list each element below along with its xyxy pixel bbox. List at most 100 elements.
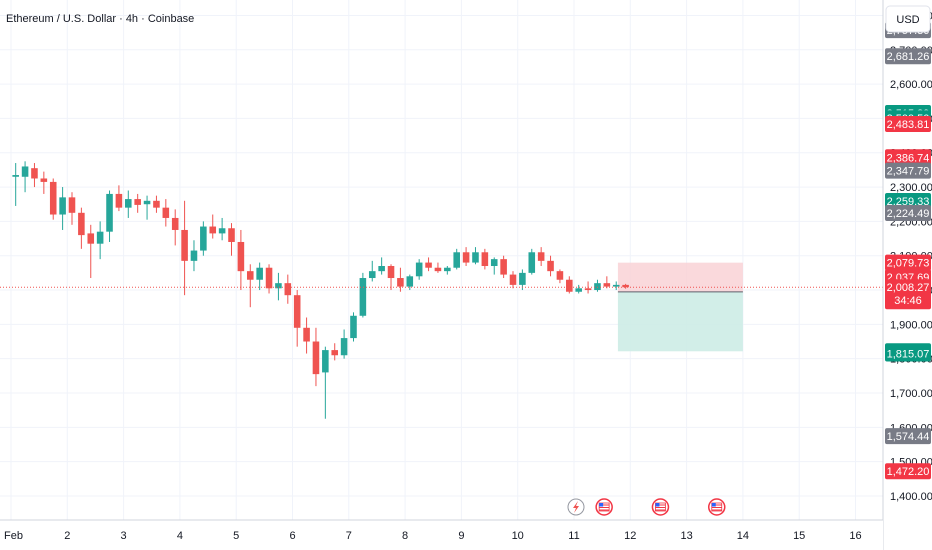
- candle-body: [340, 338, 348, 356]
- candle-body: [153, 200, 160, 208]
- currency-button-frame: [885, 5, 931, 33]
- candle-body: [31, 168, 38, 179]
- price-tag-bg: [885, 345, 931, 362]
- price-tag: 1,574.44: [885, 428, 931, 445]
- candle-body: [547, 260, 554, 272]
- candle-body: [59, 197, 66, 215]
- price-tick-label: 2,300.00: [890, 182, 932, 194]
- currency-button-label: USD: [896, 14, 919, 26]
- time-tick-label: 3: [121, 530, 127, 542]
- candle-body: [209, 226, 217, 234]
- price-tag: 1,472.20: [885, 463, 931, 480]
- candle-body: [21, 166, 29, 177]
- candle-body: [256, 267, 263, 280]
- price-tag-label: 1,815.07: [887, 349, 930, 361]
- price-tag-bg: [885, 428, 931, 445]
- candle-body: [509, 274, 517, 285]
- us-flag-icon: [651, 498, 670, 516]
- price-tag: 2,681.26: [885, 48, 931, 65]
- us-flag-icon: [708, 498, 726, 516]
- candle-body: [322, 350, 329, 373]
- price-tag-label: 1,574.44: [887, 431, 930, 443]
- price-tag: 2,386.74: [885, 149, 931, 166]
- event-markers: [567, 498, 726, 516]
- time-tick-label: 15: [793, 530, 805, 542]
- price-tick-label: 1,900.00: [890, 319, 932, 331]
- price-tag-label: 2,224.49: [887, 208, 930, 220]
- time-axis-panel[interactable]: [0, 520, 883, 550]
- time-tick-label: 2: [64, 530, 70, 542]
- candle-body: [218, 228, 226, 234]
- price-tag: 2,224.49: [885, 204, 931, 221]
- time-tick-label: 5: [233, 530, 239, 542]
- price-tag: 2,483.81: [885, 115, 931, 132]
- candle-body: [49, 181, 57, 215]
- time-tick-label: Feb: [4, 530, 23, 542]
- time-tick-label: 11: [568, 530, 579, 542]
- position-tool[interactable]: [617, 262, 743, 352]
- candle-body: [275, 283, 282, 289]
- candle-body: [387, 266, 395, 279]
- candle-body: [115, 193, 123, 208]
- time-tick-label: 16: [849, 530, 861, 542]
- candle-body: [190, 250, 198, 261]
- candle-body: [68, 197, 76, 213]
- us-flag-icon-canton: [599, 503, 604, 507]
- candle-body: [331, 350, 339, 356]
- candle-body: [425, 262, 432, 268]
- candle-body: [378, 266, 385, 272]
- us-flag-icon: [595, 498, 613, 516]
- candle-body: [537, 252, 545, 261]
- lightning-bolt-shape: [573, 501, 579, 513]
- candle-body: [143, 200, 151, 205]
- candle-body: [575, 288, 582, 292]
- candle-body: [612, 284, 620, 287]
- candle-body: [603, 283, 611, 287]
- candle-body: [453, 252, 460, 268]
- candle-body: [472, 252, 479, 263]
- candle-body: [12, 175, 19, 177]
- candle-body: [200, 226, 207, 251]
- stop-loss-zone: [617, 262, 743, 292]
- price-tag-label: 2,483.81: [887, 119, 930, 131]
- candle-body: [490, 259, 498, 267]
- candle-body: [228, 228, 235, 242]
- candle-body: [87, 233, 95, 244]
- currency-button[interactable]: USD: [885, 5, 931, 33]
- countdown-label: 34:46: [894, 295, 922, 307]
- candle-body: [125, 199, 132, 208]
- symbol-title: Ethereum / U.S. Dollar · 4h · Coinbase: [6, 13, 194, 25]
- candle-body: [237, 241, 245, 272]
- price-tag-bg: [885, 162, 931, 179]
- candle-body: [406, 276, 414, 287]
- price-tag-bg: [885, 115, 931, 132]
- candle-body: [594, 283, 601, 291]
- price-tag: 2,347.79: [885, 162, 931, 179]
- price-tag-bg: [885, 149, 931, 166]
- price-tag-bg: [885, 48, 931, 65]
- candle-body: [462, 252, 470, 263]
- time-tick-label: 13: [680, 530, 692, 542]
- price-tag-bg: [885, 204, 931, 221]
- candle-body: [368, 271, 376, 279]
- price-tag: 2,079.73: [885, 254, 931, 271]
- time-tick-label: 12: [624, 530, 636, 542]
- candle-body: [162, 207, 170, 218]
- candle-body: [519, 272, 526, 285]
- candle-body: [481, 252, 489, 267]
- candle-body: [622, 284, 629, 288]
- time-tick-label: 6: [289, 530, 295, 542]
- candle-body: [293, 295, 301, 328]
- candle-body: [350, 315, 357, 339]
- us-flag-icon-canton: [655, 503, 660, 507]
- candle-body: [96, 231, 104, 244]
- price-tag-label: 2,347.79: [887, 166, 930, 178]
- candle-body: [584, 288, 592, 291]
- time-axis-labels: Feb 2 3 4 5 6 7 8 9 10 11 12 13 14 15 16: [4, 530, 862, 542]
- lightning-icon: [567, 498, 585, 516]
- time-tick-label: 9: [458, 530, 464, 542]
- candle-body: [134, 199, 141, 205]
